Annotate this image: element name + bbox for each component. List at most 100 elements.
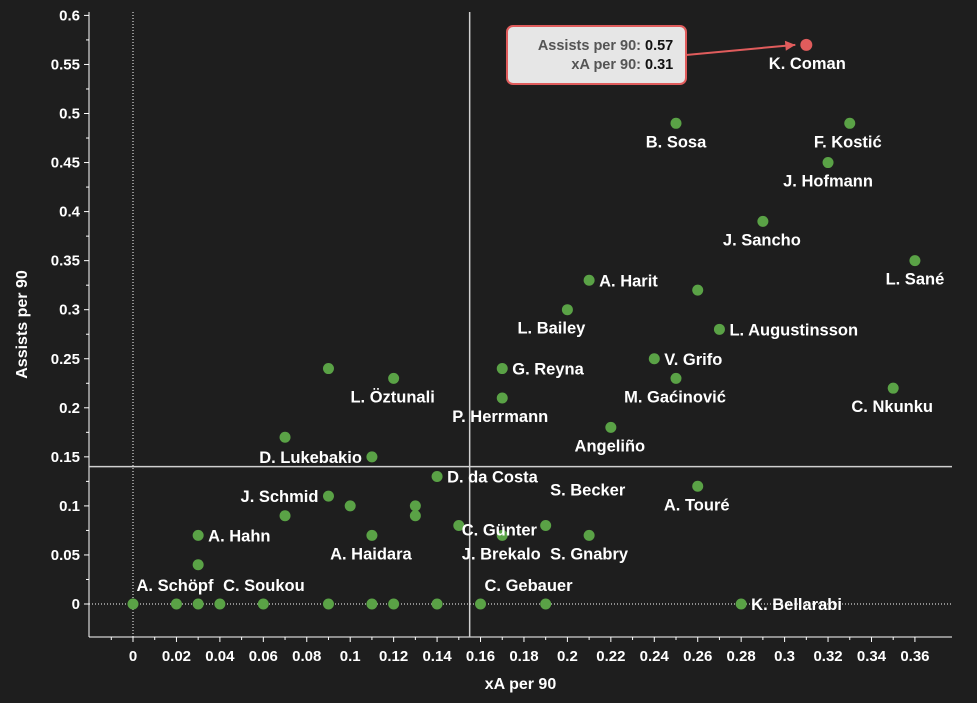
data-point[interactable]: [583, 529, 595, 541]
data-point[interactable]: [279, 431, 291, 443]
x-tick-label: 0.26: [683, 648, 712, 665]
data-point[interactable]: [192, 559, 204, 571]
tooltip-arrow-line: [685, 43, 796, 56]
y-tick-label: 0.15: [51, 449, 80, 466]
data-point[interactable]: [496, 392, 508, 404]
data-point[interactable]: [540, 598, 552, 610]
data-point[interactable]: [670, 117, 682, 129]
data-point[interactable]: [540, 520, 552, 532]
highlight-label: K. Coman: [769, 55, 846, 73]
y-tick-label: 0: [72, 596, 80, 613]
x-tick-label: 0.2: [557, 648, 578, 665]
point-label: S. Gnabry: [550, 545, 629, 563]
point-label: C. Gebauer: [485, 577, 574, 595]
point-label: S. Becker: [550, 482, 626, 500]
data-point[interactable]: [322, 490, 334, 502]
y-tick-label: 0.25: [51, 351, 80, 368]
point-label: J. Brekalo: [462, 545, 541, 563]
data-point[interactable]: [192, 598, 204, 610]
data-point[interactable]: [257, 598, 269, 610]
point-label: A. Touré: [664, 496, 730, 514]
x-tick-label: 0.18: [509, 648, 538, 665]
highlight-point[interactable]: [800, 38, 813, 51]
data-point[interactable]: [561, 304, 573, 316]
data-point[interactable]: [692, 284, 704, 296]
x-tick-label: 0: [129, 648, 137, 665]
y-tick-label: 0.1: [59, 498, 80, 515]
data-point[interactable]: [322, 363, 334, 375]
tooltip-box: [506, 25, 687, 85]
data-point[interactable]: [605, 421, 617, 433]
data-point[interactable]: [409, 510, 421, 522]
data-point[interactable]: [388, 372, 400, 384]
data-point[interactable]: [322, 598, 334, 610]
x-tick-label: 0.1: [340, 648, 361, 665]
x-tick-label: 0.04: [205, 648, 235, 665]
x-tick-label: 0.02: [162, 648, 191, 665]
data-point[interactable]: [713, 323, 725, 335]
point-label: L. Sané: [886, 271, 945, 289]
tooltip-label: Assists per 90:: [538, 38, 641, 54]
x-tick-label: 0.36: [900, 648, 929, 665]
data-point[interactable]: [388, 598, 400, 610]
data-point[interactable]: [279, 510, 291, 522]
point-label: D. Lukebakio: [259, 449, 362, 467]
y-tick-label: 0.4: [59, 204, 81, 221]
point-label: F. Kostić: [814, 133, 882, 151]
y-tick-label: 0.55: [51, 56, 80, 73]
x-tick-label: 0.28: [727, 648, 756, 665]
point-label: A. Harit: [599, 272, 658, 290]
data-point[interactable]: [409, 500, 421, 512]
data-point[interactable]: [844, 117, 856, 129]
data-point[interactable]: [431, 470, 443, 482]
point-label: M. Gaćinović: [624, 388, 726, 406]
tooltip-value: 0.57: [645, 38, 673, 54]
tooltip-value: 0.31: [645, 57, 673, 73]
data-point[interactable]: [822, 157, 834, 169]
x-tick-label: 0.22: [596, 648, 625, 665]
data-point[interactable]: [583, 274, 595, 286]
y-tick-label: 0.2: [59, 400, 80, 417]
data-point[interactable]: [475, 598, 487, 610]
data-point[interactable]: [366, 451, 378, 463]
point-label: L. Augustinsson: [729, 321, 858, 339]
point-label: Angeliño: [575, 437, 646, 455]
data-point[interactable]: [431, 598, 443, 610]
data-point[interactable]: [344, 500, 356, 512]
point-label: V. Grifo: [664, 351, 722, 369]
tooltip-arrow-head: [784, 40, 796, 51]
data-point[interactable]: [214, 598, 226, 610]
data-point[interactable]: [735, 598, 747, 610]
x-tick-label: 0.14: [422, 648, 452, 665]
data-point[interactable]: [127, 598, 139, 610]
x-tick-label: 0.34: [857, 648, 887, 665]
tooltip-label: xA per 90:: [571, 57, 641, 73]
data-point[interactable]: [757, 215, 769, 227]
data-point[interactable]: [453, 520, 465, 532]
x-tick-label: 0.32: [813, 648, 842, 665]
y-tick-label: 0.5: [59, 106, 80, 123]
x-axis-title: xA per 90: [485, 676, 557, 693]
point-label: L. Bailey: [517, 320, 586, 338]
point-label: B. Sosa: [646, 133, 707, 151]
y-tick-label: 0.05: [51, 547, 80, 564]
data-point[interactable]: [496, 363, 508, 375]
point-label: J. Sancho: [723, 231, 801, 249]
x-tick-label: 0.08: [292, 648, 321, 665]
point-label: D. da Costa: [447, 468, 539, 486]
point-label: A. Schöpf: [137, 577, 215, 595]
data-point[interactable]: [170, 598, 182, 610]
data-point[interactable]: [909, 255, 921, 267]
y-tick-label: 0.6: [59, 7, 80, 24]
data-point[interactable]: [648, 353, 660, 365]
data-point[interactable]: [887, 382, 899, 394]
data-point[interactable]: [670, 372, 682, 384]
point-label: J. Schmid: [241, 488, 319, 506]
data-point[interactable]: [366, 529, 378, 541]
point-label: C. Nkunku: [851, 398, 933, 416]
data-point[interactable]: [692, 480, 704, 492]
data-point[interactable]: [496, 529, 508, 541]
data-point[interactable]: [366, 598, 378, 610]
data-point[interactable]: [192, 529, 204, 541]
